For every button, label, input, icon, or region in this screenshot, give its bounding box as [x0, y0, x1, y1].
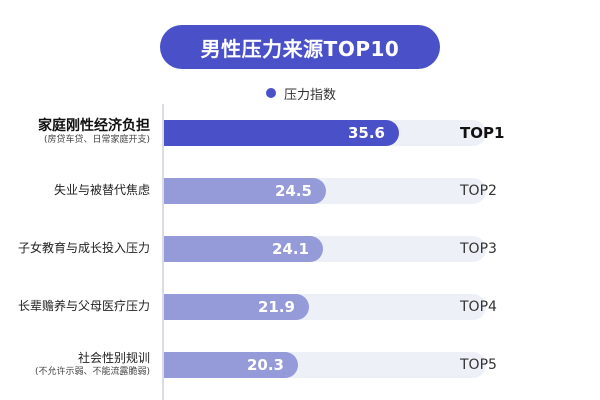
category-label-group: 社会性别规训 (不允许示弱、不能流露脆弱)	[35, 345, 150, 383]
bar: 20.3	[164, 352, 298, 378]
category-label: 子女教育与成长投入压力	[17, 241, 150, 255]
rank-label: TOP1	[460, 124, 505, 142]
category-label: 长辈赡养与父母医疗压力	[17, 299, 150, 313]
category-label-group: 失业与被替代焦虑	[54, 171, 150, 209]
category-sublabel: (不允许示弱、不能流露脆弱)	[34, 366, 150, 377]
bar: 24.1	[164, 236, 323, 262]
rank-label: TOP5	[460, 357, 497, 373]
bar: 21.9	[164, 294, 309, 320]
rank-label: TOP4	[460, 299, 497, 315]
legend-dot-icon	[266, 88, 276, 98]
category-label: 社会性别规训	[77, 350, 150, 365]
rank-label: TOP2	[460, 183, 497, 199]
category-label-group: 子女教育与成长投入压力	[18, 229, 150, 267]
category-label-group: 家庭刚性经济负担 (房贷车贷、日常家庭开支)	[38, 113, 150, 151]
legend-label: 压力指数	[284, 87, 337, 103]
bar: 24.5	[164, 178, 326, 204]
category-label: 家庭刚性经济负担	[38, 117, 150, 134]
category-label-group: 长辈赡养与父母医疗压力	[18, 287, 150, 325]
bar-row: 子女教育与成长投入压力 24.1 TOP3	[0, 233, 600, 263]
legend: 压力指数	[266, 83, 336, 103]
bar-row: 家庭刚性经济负担 (房贷车贷、日常家庭开支) 35.6 TOP1	[0, 117, 600, 147]
bar-row: 社会性别规训 (不允许示弱、不能流露脆弱) 20.3 TOP5	[0, 349, 600, 379]
bar-row: 长辈赡养与父母医疗压力 21.9 TOP4	[0, 291, 600, 321]
axis-line	[162, 104, 164, 400]
data-label: 24.1	[271, 240, 309, 258]
data-label: 21.9	[257, 298, 295, 316]
data-label: 20.3	[246, 356, 284, 374]
bar-row: 失业与被替代焦虑 24.5 TOP2	[0, 175, 600, 205]
category-label: 失业与被替代焦虑	[53, 183, 150, 197]
data-label: 35.6	[347, 124, 385, 142]
chart-title: 男性压力来源TOP10	[160, 25, 440, 69]
data-label: 24.5	[274, 182, 312, 200]
category-sublabel: (房贷车贷、日常家庭开支)	[43, 134, 150, 145]
bar: 35.6	[164, 120, 399, 146]
rank-label: TOP3	[460, 241, 497, 257]
